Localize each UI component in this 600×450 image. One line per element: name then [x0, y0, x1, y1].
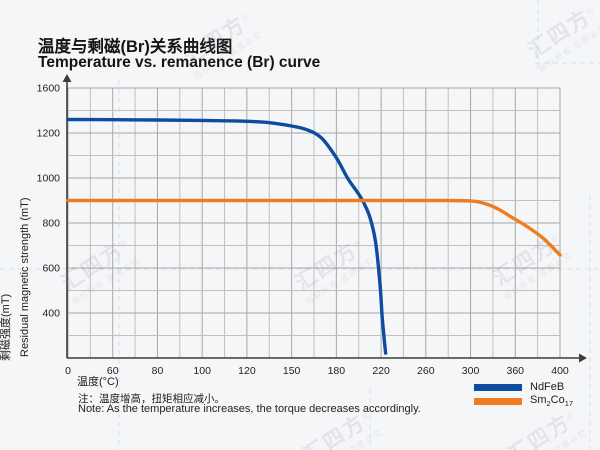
y-tick-label: 1200 [37, 128, 61, 140]
x-tick-label: 260 [417, 365, 435, 377]
x-tick-label: 150 [283, 365, 301, 377]
legend-co-text: Co [550, 393, 565, 406]
chart-title-en: Temperature vs. remanence (Br) curve [38, 54, 321, 71]
grid [67, 87, 561, 359]
ndfeb-curve [66, 117, 388, 355]
x-tick-label: 180 [328, 365, 346, 377]
y-tick-label: 600 [42, 263, 60, 275]
y-axis-title-en: Residual magnetic strength (mT) [19, 197, 31, 357]
x-tick-label: 120 [238, 365, 256, 377]
chart-title-zh: 温度与剩磁(Br)关系曲线图 [38, 38, 233, 56]
sm2co17-color-swatch [474, 397, 522, 405]
x-tick-label: 60 [107, 365, 119, 377]
x-tick-label: 0 [65, 365, 71, 377]
y-tick-label: 800 [42, 218, 60, 230]
legend: NdFeB Sm2Co17 [474, 380, 573, 408]
legend-label-ndfeb: NdFeB [530, 381, 565, 393]
tick-labels: 0 60 80 100 120 150 180 220 260 300 360 400 1600 1200… [37, 83, 569, 378]
footnote-zh: 注：温度增高，扭矩相应减小。 [78, 393, 225, 405]
legend-sub2: 2 [546, 399, 551, 409]
y-axis-arrow-icon [62, 74, 72, 82]
x-tick-label: 300 [462, 365, 480, 377]
y-tick-label: 1600 [37, 83, 61, 95]
x-tick-label: 360 [507, 365, 525, 377]
legend-sub17: 17 [564, 399, 574, 409]
x-tick-label: 220 [372, 365, 390, 377]
sm2co17-curve [66, 198, 562, 257]
legend-sm-text: Sm [530, 393, 547, 406]
legend-label-sm2co17: Sm2Co17 [530, 394, 573, 408]
legend-item-ndfeb: NdFeB [474, 380, 573, 394]
y-axis-title-zh: 剩磁强度(mT) [0, 293, 12, 361]
axes [62, 74, 587, 363]
x-tick-label: 400 [551, 365, 569, 377]
y-tick-label: 400 [42, 308, 60, 320]
footnote-en: Note: As the temperature increases, the … [78, 403, 421, 415]
x-axis-arrow-icon [579, 353, 587, 363]
ndfeb-color-swatch [474, 383, 522, 391]
legend-item-sm2co17: Sm2Co17 [474, 394, 573, 408]
y-tick-label: 1000 [37, 173, 61, 185]
x-tick-label: 80 [152, 365, 164, 377]
x-tick-label: 100 [193, 365, 211, 377]
x-axis-title: 温度(°C) [77, 376, 119, 388]
